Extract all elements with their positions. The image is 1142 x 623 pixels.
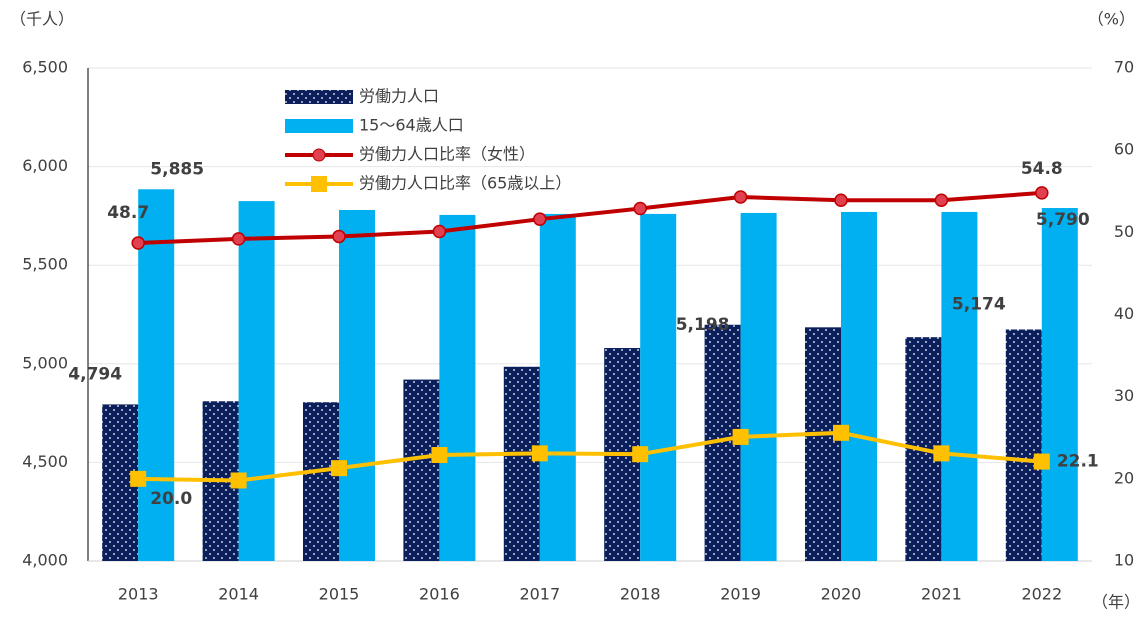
data-label: 5,885 (150, 159, 204, 179)
y2-tick-label: 30 (1114, 386, 1134, 405)
line (138, 190, 1042, 246)
x-tick-label: 2015 (319, 585, 360, 604)
legend-swatch (285, 119, 353, 133)
y2-tick-label: 20 (1114, 468, 1134, 487)
legend-label: 労働力人口比率（65歳以上） (359, 174, 571, 193)
y2-tick-label: 50 (1114, 222, 1134, 241)
legend-label: 労働力人口比率（女性） (359, 145, 535, 164)
y-axis-label: （千人） (10, 10, 74, 29)
bar (941, 211, 978, 561)
marker (432, 224, 447, 239)
y2-tick-label: 60 (1114, 140, 1134, 159)
y2-axis-label: （%） (1088, 10, 1135, 29)
x-tick-label: 2022 (1021, 585, 1062, 604)
marker (934, 193, 949, 208)
data-label: 5,174 (952, 294, 1006, 314)
y-tick-label: 6,000 (22, 156, 68, 175)
x-tick-label: 2016 (419, 585, 460, 604)
data-label: 20.0 (150, 489, 192, 509)
bar (1041, 208, 1078, 561)
marker (431, 447, 448, 464)
x-tick-label: 2017 (519, 585, 560, 604)
y-tick-label: 4,500 (22, 452, 68, 471)
bar (339, 209, 375, 561)
line (138, 430, 1042, 483)
legend-label: 労働力人口 (359, 87, 439, 106)
bar (1005, 329, 1042, 561)
bar (138, 189, 175, 561)
marker (131, 236, 145, 250)
marker (633, 201, 647, 216)
legend-swatch (285, 90, 353, 104)
bar (403, 379, 440, 561)
y-tick-label: 5,000 (22, 353, 68, 372)
legend-label: 15～64歳人口 (359, 116, 464, 135)
data-label: 5,198 (676, 315, 730, 335)
marker (733, 190, 748, 204)
y2-tick-label: 70 (1114, 58, 1134, 77)
bar (539, 213, 576, 562)
marker (332, 229, 346, 244)
y-tick-label: 5,500 (22, 255, 68, 274)
legend-marker (312, 148, 326, 162)
bar (841, 211, 877, 561)
marker (732, 428, 749, 445)
marker (231, 232, 246, 246)
y2-tick-label: 40 (1114, 304, 1134, 323)
data-label: 48.7 (107, 203, 149, 223)
marker (331, 460, 347, 477)
marker (531, 445, 548, 462)
x-tick-label: 2013 (118, 585, 159, 604)
marker (632, 446, 649, 463)
data-label: 4,794 (68, 364, 122, 384)
bar (503, 366, 540, 561)
data-label: 54.8 (1021, 159, 1063, 179)
bar (303, 402, 339, 561)
marker (933, 445, 950, 462)
data-label: 22.1 (1057, 452, 1099, 472)
legend-marker (311, 176, 327, 192)
marker (834, 193, 848, 208)
y2-tick-label: 10 (1114, 551, 1134, 570)
x-tick-label: 2014 (218, 585, 259, 604)
bar (640, 213, 677, 562)
marker (1033, 453, 1050, 470)
marker (230, 472, 247, 489)
y-tick-label: 6,500 (22, 58, 68, 77)
marker (533, 212, 547, 226)
marker (130, 470, 147, 487)
data-label: 5,790 (1036, 210, 1090, 230)
x-tick-label: 2018 (620, 585, 661, 604)
bar (805, 327, 841, 561)
y-tick-label: 4,000 (22, 551, 68, 570)
x-tick-label: 2019 (720, 585, 761, 604)
bar (740, 212, 777, 561)
x-axis-label: （年） (1092, 593, 1140, 612)
x-tick-label: 2021 (921, 585, 962, 604)
marker (1035, 186, 1049, 200)
x-tick-label: 2020 (821, 585, 862, 604)
bar (238, 201, 275, 562)
bar (439, 214, 476, 561)
marker (833, 424, 849, 441)
